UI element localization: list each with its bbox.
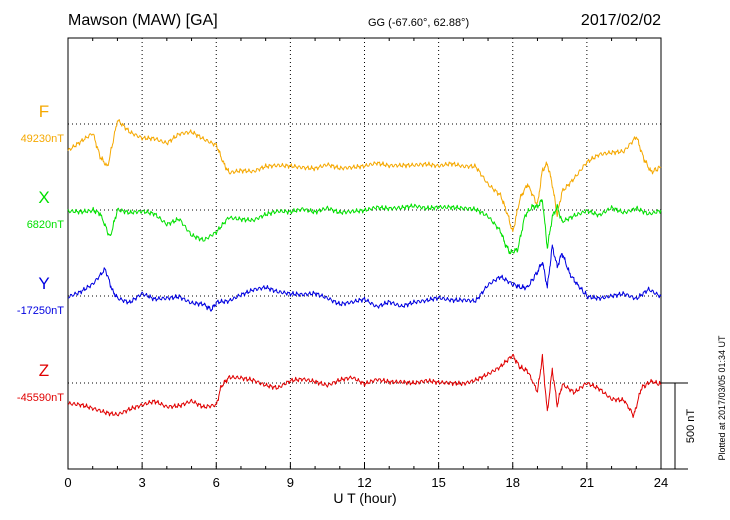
- series-name-X: X: [38, 188, 49, 207]
- grid: [141, 38, 588, 469]
- x-tick-label: 3: [139, 475, 146, 490]
- x-tick-label: 9: [287, 475, 294, 490]
- x-tick-label: 24: [654, 475, 668, 490]
- series-name-F: F: [39, 102, 49, 121]
- x-tick-label: 6: [213, 475, 220, 490]
- baseline-label-F: 49230nT: [21, 133, 65, 145]
- chart-date: 2017/02/02: [580, 12, 661, 29]
- series-line-X: [67, 199, 662, 255]
- baseline-label-X: 6820nT: [27, 219, 65, 231]
- plotted-note: Plotted at 2017/03/05 01:34 UT: [717, 335, 727, 461]
- series-line-Z: [67, 353, 662, 418]
- x-tick-label: 18: [506, 475, 520, 490]
- scale-bar-label: 500 nT: [685, 409, 697, 444]
- x-tick-label: 12: [357, 475, 371, 490]
- series-labels: F 49230nT X 6820nT Y -17250nT Z -45590nT: [17, 102, 64, 404]
- x-tick-label: 21: [580, 475, 594, 490]
- series-name-Y: Y: [38, 274, 49, 293]
- station-coordinates: GG (-67.60°, 62.88°): [368, 17, 470, 29]
- baseline-label-Y: -17250nT: [17, 305, 64, 317]
- scale-bar: 500 nT: [661, 382, 697, 470]
- series-name-Z: Z: [39, 361, 49, 380]
- x-axis: 0 3 6 9 12 15 18 21 24: [64, 38, 668, 490]
- x-axis-label: U T (hour): [333, 490, 397, 506]
- x-tick-label: 0: [64, 475, 71, 490]
- series-lines: [67, 119, 662, 418]
- x-tick-label: 15: [431, 475, 445, 490]
- series-line-F: [67, 119, 662, 233]
- baseline-label-Z: -45590nT: [17, 392, 64, 404]
- series-line-Y: [67, 244, 662, 312]
- chart-title: Mawson (MAW) [GA]: [68, 12, 218, 29]
